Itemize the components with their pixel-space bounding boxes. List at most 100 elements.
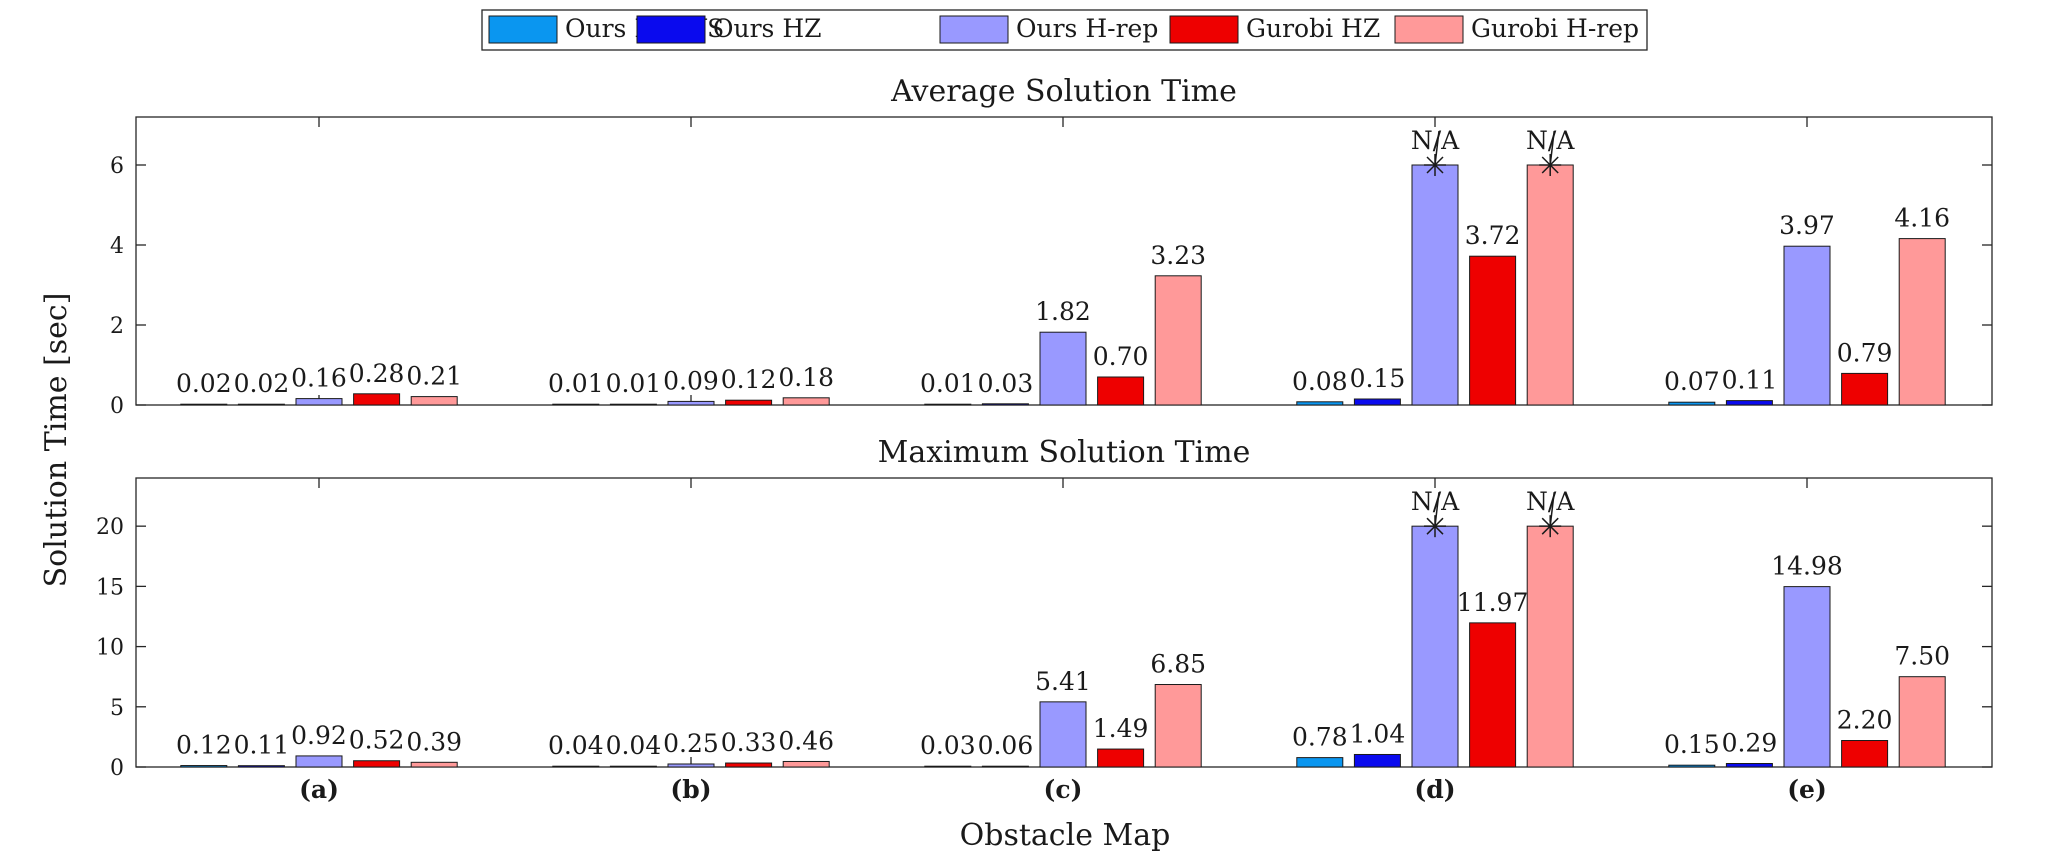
bar: [353, 760, 401, 768]
data-label: 0.25: [663, 729, 719, 758]
bar: [1296, 757, 1344, 768]
data-label: N/A: [1526, 126, 1575, 155]
bar: [1353, 398, 1401, 406]
bar: [410, 761, 458, 768]
x-axis-label: Obstacle Map: [960, 818, 1171, 853]
y-axis-label: Solution Time [sec]: [39, 293, 74, 588]
bar: [924, 765, 972, 768]
bar: [1783, 245, 1831, 406]
bar: [1898, 238, 1946, 406]
x-tick-label: (d): [1414, 775, 1455, 804]
data-label: 0.02: [234, 369, 290, 398]
x-tick-label: (a): [299, 775, 339, 804]
bar: [295, 755, 343, 768]
bar-group: 0.15 0.29 14.98 2.20 7.50: [1664, 552, 1950, 768]
data-label: 1.82: [1035, 297, 1091, 326]
bar: [237, 765, 285, 768]
bar: [1841, 372, 1889, 406]
bar-group: 0.08 0.15 N/A 3.72 N/A: [1292, 126, 1575, 406]
y-tick-label: 0: [110, 756, 124, 781]
bar: [552, 765, 600, 768]
bar: [1039, 331, 1087, 406]
data-label: 0.39: [406, 727, 462, 756]
bar: [1039, 701, 1087, 768]
x-tick-label: (e): [1787, 775, 1827, 804]
legend-swatch: [1169, 15, 1239, 44]
bar: [1411, 525, 1459, 768]
data-label: 3.72: [1465, 221, 1521, 250]
bar: [609, 403, 657, 406]
na-marker: [1539, 130, 1562, 176]
chart-title: Average Solution Time: [890, 74, 1237, 109]
data-label: 0.29: [1722, 729, 1778, 758]
bar: [609, 765, 657, 768]
data-label: 0.01: [606, 369, 662, 398]
data-label: 0.11: [1722, 366, 1778, 395]
data-label: 0.01: [920, 369, 976, 398]
bar: [295, 398, 343, 406]
data-label: 1.49: [1093, 714, 1149, 743]
bar-group: 0.78 1.04 N/A 11.97 N/A: [1292, 487, 1575, 768]
legend-label: Gurobi H-rep: [1471, 14, 1639, 43]
y-tick-label: 5: [110, 696, 124, 721]
data-label: 0.78: [1292, 723, 1348, 752]
y-tick-label: 0: [110, 394, 124, 419]
bar-group: 0.12 0.11 0.92 0.52 0.39: [176, 721, 462, 768]
bar: [981, 403, 1029, 406]
bar: [1469, 622, 1517, 768]
bar: [1725, 763, 1773, 768]
data-label: 1.04: [1350, 719, 1406, 748]
chart-title: Maximum Solution Time: [878, 435, 1251, 470]
data-label: 0.03: [978, 369, 1034, 398]
data-label: 6.85: [1150, 650, 1206, 679]
na-marker: [1424, 130, 1446, 176]
legend-entry: Gurobi HZ: [1169, 14, 1380, 44]
bar: [1154, 684, 1202, 768]
data-label: 0.46: [778, 726, 834, 755]
bar: [1411, 164, 1459, 406]
data-label: 0.33: [721, 728, 777, 757]
data-label: 0.15: [1350, 364, 1406, 393]
bar: [410, 396, 458, 406]
bar: [725, 762, 773, 768]
bar: [725, 399, 773, 406]
x-tick-label: (b): [670, 775, 711, 804]
data-label: 0.52: [349, 726, 405, 755]
bar: [1097, 376, 1145, 406]
y-tick-label: 4: [110, 234, 124, 259]
bar: [1097, 748, 1145, 768]
bar: [782, 760, 830, 768]
bar: [237, 403, 285, 406]
data-label: N/A: [1526, 487, 1575, 516]
legend-swatch: [939, 15, 1009, 44]
data-label: 0.09: [663, 366, 719, 395]
bar-group: 0.02 0.02 0.16 0.28 0.21: [176, 359, 462, 406]
legend-entry: Ours H-rep: [939, 14, 1158, 44]
bar: [1783, 586, 1831, 768]
bar: [667, 763, 715, 768]
bar: [1469, 255, 1517, 406]
data-label: 0.02: [176, 369, 232, 398]
bar: [1353, 753, 1401, 768]
bar: [1725, 400, 1773, 406]
data-label: 0.12: [176, 731, 232, 760]
data-label: 2.20: [1837, 706, 1893, 735]
bar-group: 0.04 0.04 0.25 0.33 0.46: [548, 726, 834, 768]
bar-group: 0.07 0.11 3.97 0.79 4.16: [1664, 204, 1950, 406]
data-label: 3.97: [1779, 211, 1835, 240]
data-label: 0.01: [548, 369, 604, 398]
bar: [1154, 275, 1202, 406]
bar: [1668, 401, 1716, 406]
bar: [180, 765, 228, 768]
legend-entry: Gurobi H-rep: [1394, 14, 1639, 44]
bar: [1296, 401, 1344, 406]
data-label: N/A: [1411, 487, 1460, 516]
bar: [667, 400, 715, 406]
bar: [1841, 740, 1889, 768]
bar: [1668, 764, 1716, 768]
bar-group: 0.01 0.01 0.09 0.12 0.18: [548, 363, 834, 406]
data-label: 7.50: [1894, 642, 1950, 671]
legend-label: Ours HZ: [713, 14, 822, 43]
